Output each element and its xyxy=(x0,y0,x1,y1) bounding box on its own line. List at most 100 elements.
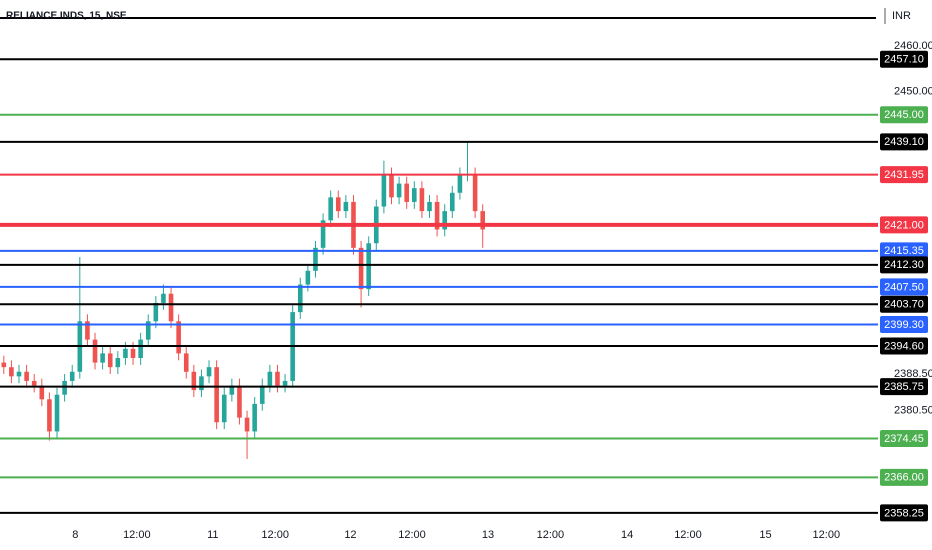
candle-body xyxy=(282,380,288,386)
candle-body xyxy=(145,321,151,340)
candle-body xyxy=(343,201,349,212)
price-badge xyxy=(880,295,928,313)
candle-body xyxy=(183,353,189,372)
candle-body xyxy=(358,247,364,290)
price-badge-label: 2366.00 xyxy=(884,472,924,484)
y-tick-label: 2460.00 xyxy=(894,40,932,52)
candle-body xyxy=(47,399,52,432)
y-tick-label: 2388.50 xyxy=(894,368,932,380)
price-badge xyxy=(880,278,928,296)
x-tick-label: 15 xyxy=(759,529,771,541)
candle-body xyxy=(419,188,425,212)
x-tick-label: 12:00 xyxy=(398,529,426,541)
candle-body xyxy=(267,371,273,386)
price-badge xyxy=(880,430,928,448)
price-badge xyxy=(880,166,928,184)
candle-body xyxy=(434,201,440,230)
candle-body xyxy=(1,362,7,368)
x-tick-label: 12:00 xyxy=(537,529,565,541)
candle-body xyxy=(130,348,136,358)
candle-body xyxy=(168,293,174,322)
candle-body xyxy=(16,371,22,377)
x-tick-label: 8 xyxy=(72,529,78,541)
candle-body xyxy=(100,353,105,363)
candle-body xyxy=(252,403,257,432)
candle-body xyxy=(107,353,113,368)
y-tick-label: 2450.00 xyxy=(894,86,932,98)
price-badge xyxy=(880,378,928,396)
candle-body xyxy=(335,197,341,212)
price-badge xyxy=(880,106,928,124)
candle-body xyxy=(39,385,45,400)
candle-body xyxy=(54,394,60,432)
candle-body xyxy=(62,380,67,395)
price-badge-label: 2445.00 xyxy=(884,109,924,121)
candle-body xyxy=(244,417,250,432)
price-badge-label: 2374.45 xyxy=(884,433,924,445)
candle-body xyxy=(92,339,98,363)
candle-body xyxy=(229,385,235,395)
candle-body xyxy=(123,348,128,358)
candle-body xyxy=(297,284,303,313)
candle-body xyxy=(450,192,455,212)
chart-title: RELIANCE INDS, 15, NSE xyxy=(6,11,127,22)
price-badge-label: 2385.75 xyxy=(884,381,924,393)
candle-body xyxy=(24,371,29,381)
candle-body xyxy=(442,211,448,230)
price-badge-label: 2399.30 xyxy=(884,319,924,331)
candle-body xyxy=(381,174,387,207)
price-badge-label: 2412.30 xyxy=(884,259,924,271)
candle-body xyxy=(472,174,478,212)
candle-body xyxy=(206,367,212,377)
candle-body xyxy=(427,201,432,212)
x-tick-label: 14 xyxy=(621,529,633,541)
candle-body xyxy=(404,183,409,202)
y-tick-label: 2380.50 xyxy=(894,405,932,417)
candle-body xyxy=(176,321,181,354)
candle-body xyxy=(161,293,166,303)
x-tick-label: 12 xyxy=(344,529,356,541)
candle-body xyxy=(275,371,280,386)
candle-body xyxy=(389,174,394,198)
currency-label: INR xyxy=(892,10,911,22)
candle-body xyxy=(69,371,75,381)
price-badge-label: 2358.25 xyxy=(884,507,924,519)
x-tick-label: 13 xyxy=(482,529,494,541)
x-tick-label: 12:00 xyxy=(261,529,289,541)
price-badge xyxy=(880,337,928,355)
candle-body xyxy=(85,321,90,340)
price-badge-label: 2407.50 xyxy=(884,281,924,293)
price-badge-label: 2415.35 xyxy=(884,245,924,257)
price-badge xyxy=(880,468,928,486)
candle-body xyxy=(305,270,311,285)
price-badge xyxy=(880,50,928,68)
candle-body xyxy=(320,220,326,248)
candle-body xyxy=(9,367,14,377)
candle-body xyxy=(237,385,242,418)
price-badge-label: 2439.10 xyxy=(884,136,924,148)
candle-body xyxy=(313,247,318,271)
candle-body xyxy=(199,376,204,391)
candle-body xyxy=(396,183,402,198)
price-badge xyxy=(880,315,928,333)
candle-body xyxy=(214,367,219,423)
price-badge xyxy=(880,133,928,151)
candle-body xyxy=(457,174,463,193)
candle-body xyxy=(411,188,417,202)
candle-body xyxy=(31,380,37,386)
x-tick-label: 12:00 xyxy=(674,529,702,541)
candle-body xyxy=(115,357,121,368)
candle-body xyxy=(191,371,197,391)
candle-body xyxy=(480,211,486,230)
candle-body xyxy=(328,197,333,221)
price-badge-label: 2431.95 xyxy=(884,169,924,181)
price-badge-label: 2457.10 xyxy=(884,54,924,66)
price-badge-label: 2421.00 xyxy=(884,219,924,231)
candle-body xyxy=(221,394,227,423)
price-badge xyxy=(880,216,928,234)
price-badge xyxy=(880,242,928,260)
price-badge xyxy=(880,256,928,274)
